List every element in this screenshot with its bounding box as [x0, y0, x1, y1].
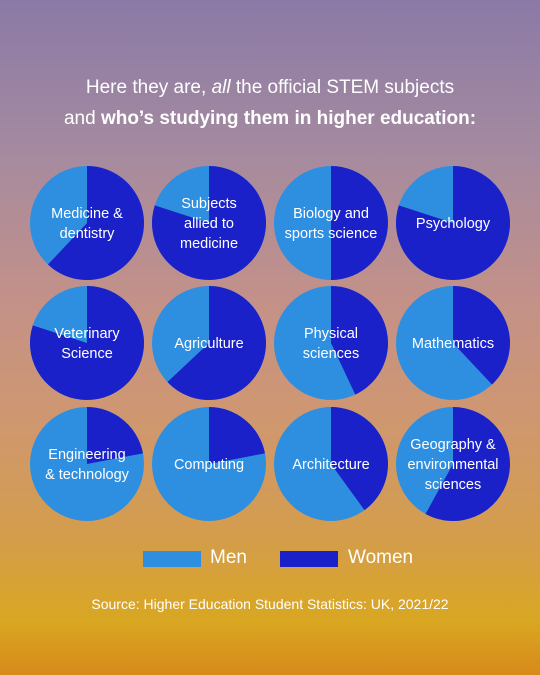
pie-label-architecture: Architecture: [292, 457, 369, 473]
slice-women-mathematics: [453, 286, 511, 385]
headline-line-1-suffix: the official STEM subjects: [230, 77, 455, 98]
pie-chart-grid: Medicine & dentistry Subjects allied to medi…: [29, 166, 511, 521]
legend-label-women: Women: [348, 547, 414, 568]
pie-computing: Computing: [152, 407, 266, 521]
pie-label-psychology: Psychology: [416, 216, 491, 232]
pie-label-computing: Computing: [174, 457, 244, 473]
slice-women-agriculture: [167, 286, 266, 401]
slice-women-psychology: [395, 166, 510, 280]
legend-label-men: Men: [210, 547, 247, 568]
headline-line-2-prefix: and: [63, 108, 101, 129]
legend: Men Women: [0, 547, 540, 571]
pie-medicine-and-dentistry: Medicine & dentistry: [30, 166, 145, 280]
pie-label-engineering-and-technology: Engineering & technology: [45, 447, 130, 483]
headline-bold: who’s studying them in higher education:: [100, 108, 477, 129]
pie-label-physical-sciences: Physical sciences: [303, 326, 359, 362]
pie-biology-and-sports-science: Biology and sports science: [274, 166, 388, 280]
slice-women-subjects-allied-to-medicine: [152, 166, 266, 280]
slice-women-biology-and-sports-science: [331, 166, 388, 280]
pie-label-geography-and-environmental-sciences: Geography & environmental sciences: [407, 437, 498, 493]
pie-label-biology-and-sports-science: Biology and sports science: [285, 206, 378, 242]
pie-mathematics: Mathematics: [396, 286, 511, 400]
pie-engineering-and-technology: Engineering & technology: [30, 407, 144, 521]
pie-label-agriculture: Agriculture: [174, 336, 243, 352]
pie-veterinary-science: Veterinary Science: [29, 286, 145, 400]
headline-line-1: Here they are, all the official STEM sub…: [0, 72, 540, 103]
slice-women-veterinary-science: [29, 286, 145, 400]
pie-architecture: Architecture: [274, 407, 389, 521]
headline-emphasis: all: [211, 77, 231, 98]
legend-swatch-men: [143, 551, 201, 567]
slice-women-medicine-and-dentistry: [47, 166, 145, 280]
source-note: Source: Higher Education Student Statist…: [91, 596, 449, 612]
headline: Here they are, all the official STEM sub…: [0, 72, 540, 134]
slice-women-engineering-and-technology: [87, 407, 143, 464]
legend-swatch-women: [280, 551, 338, 567]
pie-geography-and-environmental-sciences: Geography & environmental sciences: [396, 407, 511, 521]
slice-women-physical-sciences: [331, 286, 388, 395]
headline-line-2: and who’s studying them in higher educat…: [0, 103, 540, 134]
pie-label-veterinary-science: Veterinary Science: [54, 326, 120, 362]
pie-physical-sciences: Physical sciences: [274, 286, 388, 400]
slice-women-architecture: [331, 407, 389, 511]
pie-subjects-allied-to-medicine: Subjects allied to medicine: [152, 166, 266, 280]
pie-label-subjects-allied-to-medicine: Subjects allied to medicine: [180, 196, 238, 252]
slice-women-computing: [209, 407, 265, 464]
pie-agriculture: Agriculture: [152, 286, 266, 401]
slice-women-geography-and-environmental-sciences: [425, 407, 511, 521]
pie-psychology: Psychology: [395, 166, 510, 280]
headline-line-1-prefix: Here they are,: [85, 77, 212, 98]
pie-label-medicine-and-dentistry: Medicine & dentistry: [51, 206, 123, 242]
pie-label-mathematics: Mathematics: [412, 336, 494, 352]
